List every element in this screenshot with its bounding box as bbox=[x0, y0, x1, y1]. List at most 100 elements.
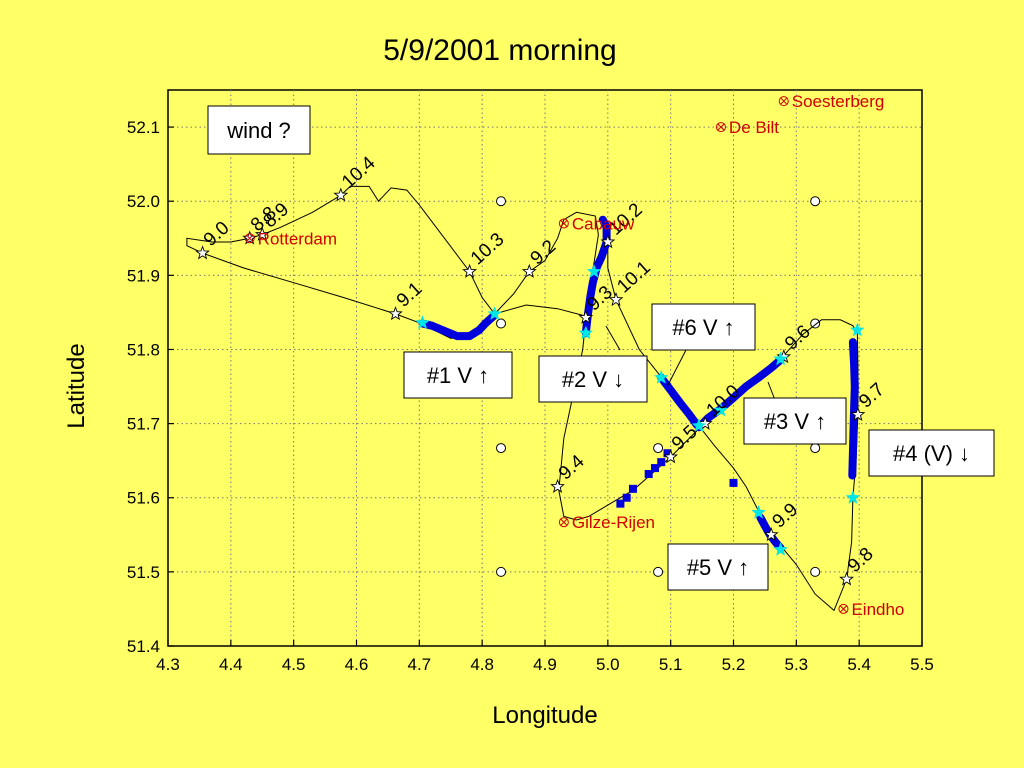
y-tick-label: 51.5 bbox=[127, 563, 160, 582]
blue-square-marker bbox=[729, 478, 738, 487]
y-tick-label: 51.8 bbox=[127, 340, 160, 359]
x-tick-label: 4.9 bbox=[533, 655, 557, 674]
grid-circle-marker bbox=[810, 566, 821, 577]
city-marker bbox=[558, 218, 569, 229]
y-tick-label: 52.1 bbox=[127, 118, 160, 137]
blue-square-marker bbox=[663, 449, 672, 458]
cyan-star-marker bbox=[773, 351, 788, 366]
blue-square-marker bbox=[616, 499, 625, 508]
annotation-box bbox=[868, 429, 995, 477]
flight-track-line bbox=[186, 185, 859, 612]
city-label: De Bilt bbox=[729, 118, 779, 137]
cyan-star-marker bbox=[415, 315, 430, 329]
waypoint-star bbox=[839, 571, 855, 586]
grid-circle-marker bbox=[810, 443, 821, 454]
blue-segment bbox=[581, 215, 611, 338]
cyan-star-marker bbox=[691, 418, 707, 433]
waypoint-star bbox=[697, 415, 713, 430]
annotation-layer: wind ? #1 V ↑ #2 V ↓ #6 V ↑ #3 V ↑ #4 (V) ↓ #5… bbox=[207, 105, 995, 591]
annotation-text: wind ? bbox=[226, 118, 291, 143]
annotation-text: #3 V ↑ bbox=[764, 409, 826, 434]
blue-square-marker bbox=[650, 464, 659, 473]
blue-square-marker bbox=[644, 470, 653, 479]
x-tick-label: 4.7 bbox=[408, 655, 432, 674]
waypoint-star bbox=[578, 309, 594, 324]
y-tick-label: 51.4 bbox=[127, 637, 160, 656]
annotation-text: #5 V ↑ bbox=[687, 555, 749, 580]
x-tick-label: 5.3 bbox=[785, 655, 809, 674]
city-label: Eindho bbox=[851, 600, 904, 619]
y-tick-label: 51.6 bbox=[127, 489, 160, 508]
waypoint-star bbox=[663, 449, 679, 464]
city-marker bbox=[558, 517, 569, 528]
city-label: Soesterberg bbox=[792, 92, 885, 111]
city-marker bbox=[715, 122, 726, 133]
grid-circle-marker bbox=[496, 566, 507, 577]
city-label: Cabauw bbox=[572, 214, 635, 233]
blue-segment bbox=[848, 338, 859, 480]
annotation-box bbox=[403, 351, 513, 399]
annotation-box bbox=[207, 105, 311, 155]
waypoint-star bbox=[850, 406, 866, 422]
annotation-text: #6 V ↑ bbox=[672, 315, 734, 340]
cyan-star-marker bbox=[751, 504, 766, 519]
grid-circle-marker bbox=[810, 318, 821, 329]
blue-square-marker bbox=[628, 484, 637, 493]
x-tick-label: 5.4 bbox=[847, 655, 871, 674]
annotation-arrow bbox=[605, 325, 621, 351]
waypoint-star bbox=[521, 263, 537, 278]
waypoint-star bbox=[550, 478, 565, 493]
y-tick-label: 51.7 bbox=[127, 415, 160, 434]
grid-circle-marker bbox=[653, 566, 664, 577]
grid-circle-marker bbox=[496, 443, 507, 454]
x-tick-label: 5.2 bbox=[722, 655, 746, 674]
annotation-box bbox=[743, 397, 847, 445]
cyan-star-marker bbox=[586, 263, 602, 278]
grid-circle-marker bbox=[653, 443, 664, 454]
waypoint-star bbox=[763, 527, 779, 542]
city-marker bbox=[244, 233, 255, 244]
city-marker-cross bbox=[780, 97, 788, 105]
cyan-star-marker bbox=[653, 369, 669, 384]
annotation-text: #4 (V) ↓ bbox=[893, 441, 970, 466]
waypoint-star bbox=[462, 263, 478, 278]
x-tick-label: 4.8 bbox=[470, 655, 494, 674]
waypoint-star bbox=[608, 292, 624, 307]
waypoint-star bbox=[388, 306, 403, 321]
annotation-text: #1 V ↑ bbox=[427, 363, 489, 388]
city-marker bbox=[838, 603, 849, 614]
blue-segment bbox=[418, 312, 498, 341]
x-tick-label: 4.5 bbox=[282, 655, 306, 674]
city-label: Gilze-Rijen bbox=[572, 513, 655, 532]
cyan-star-marker bbox=[773, 541, 788, 556]
x-tick-label: 4.6 bbox=[345, 655, 369, 674]
annotation-box bbox=[538, 355, 648, 403]
annotation-text: #2 V ↓ bbox=[562, 367, 624, 392]
annotation-arrow bbox=[667, 349, 687, 386]
x-tick-label: 5.1 bbox=[659, 655, 683, 674]
cyan-star-marker bbox=[487, 306, 503, 321]
city-marker-cross bbox=[717, 123, 725, 131]
y-tick-label: 52.0 bbox=[127, 192, 160, 211]
axis-ticks: 4.3 4.4 4.5 4.6 4.7 4.8 4.9 5.0 5.1 5.2 5.3 5.4 5.5 5… bbox=[127, 118, 934, 674]
annotation-arrow bbox=[767, 381, 776, 401]
city-marker-cross bbox=[560, 219, 568, 227]
blue-segment bbox=[694, 355, 785, 432]
waypoint-star bbox=[333, 187, 349, 202]
city-label: Rotterdam bbox=[258, 229, 337, 248]
data-layer bbox=[186, 185, 866, 612]
x-axis-label: Longitude bbox=[492, 702, 598, 729]
waypoint-star bbox=[600, 234, 616, 249]
blue-segment bbox=[657, 373, 702, 430]
grid-circle-marker bbox=[810, 196, 821, 207]
x-tick-label: 5.5 bbox=[910, 655, 934, 674]
city-marker-cross bbox=[839, 605, 848, 613]
city-marker bbox=[778, 96, 789, 107]
chart-title: 5/9/2001 morning bbox=[383, 34, 617, 67]
cyan-star-marker bbox=[849, 322, 865, 337]
waypoint-star bbox=[195, 245, 210, 260]
city-marker-cross bbox=[560, 518, 568, 526]
blue-square-marker bbox=[657, 458, 666, 467]
cyan-star-marker bbox=[578, 325, 594, 340]
